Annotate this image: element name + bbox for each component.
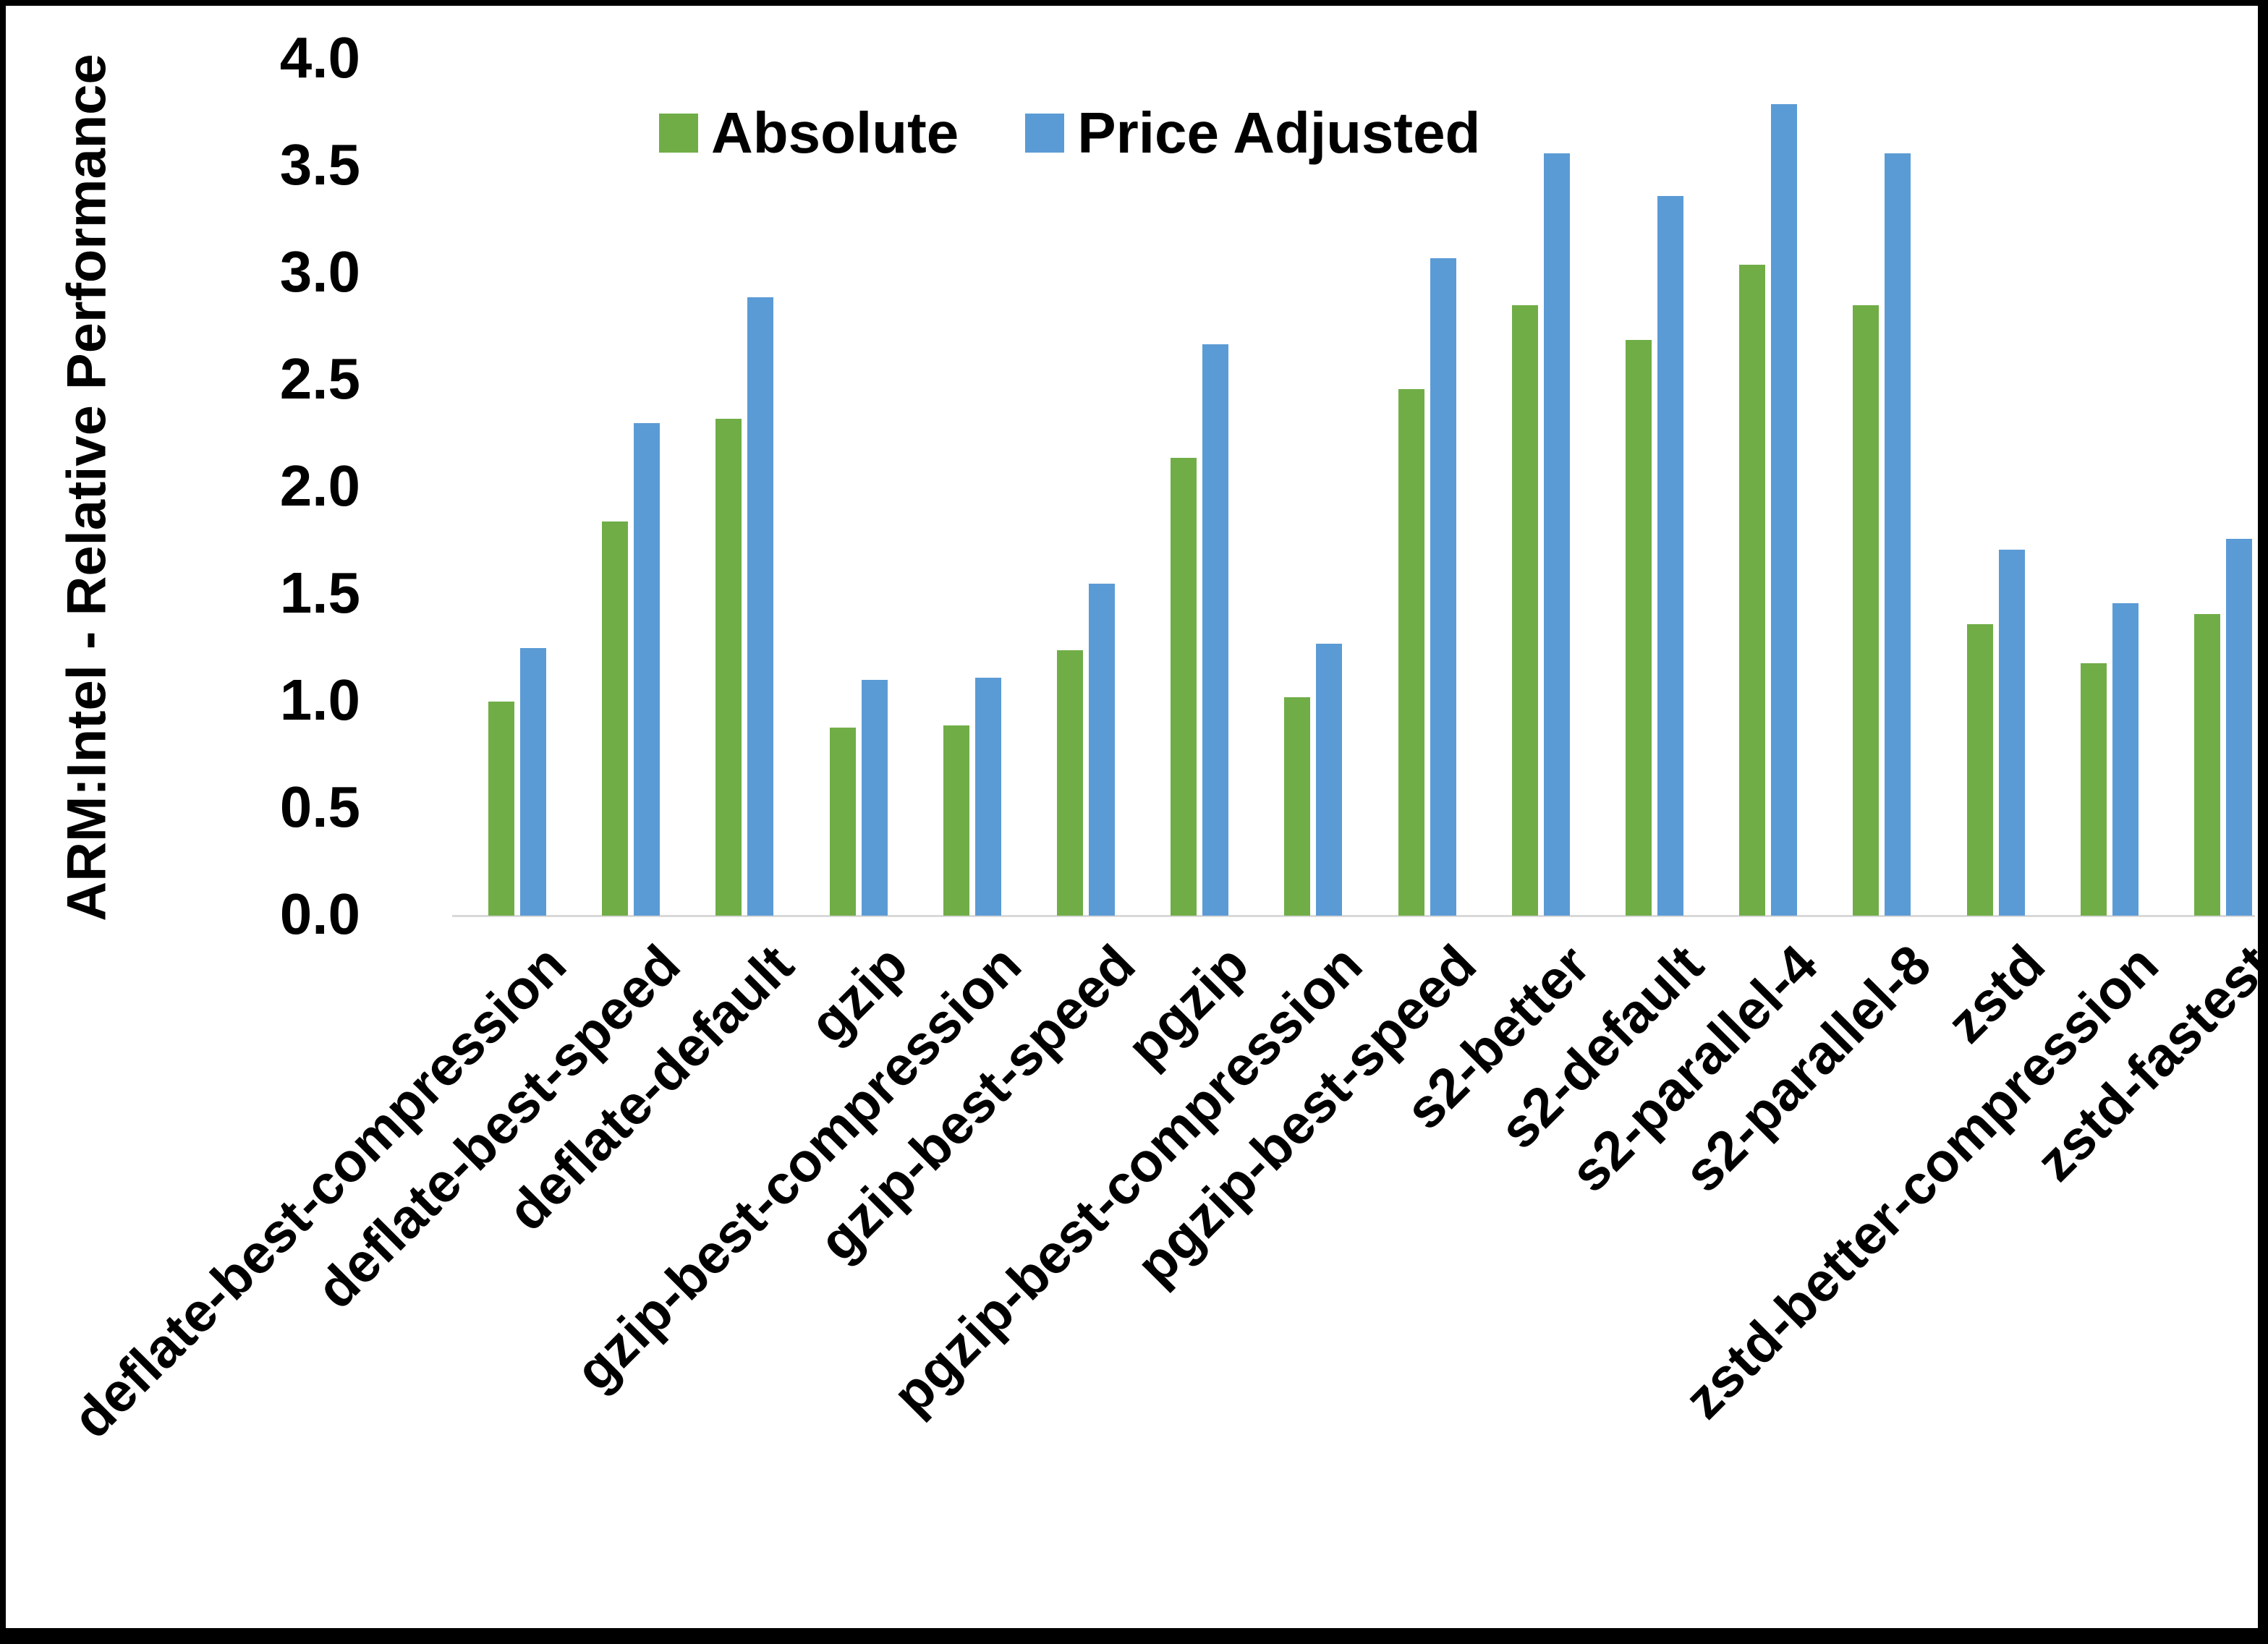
x-category-label-deflate-best-compression: deflate-best-compression bbox=[61, 933, 578, 1450]
bar-absolute-zstd-fastest bbox=[2194, 614, 2220, 916]
y-tick-label-2.5: 2.5 bbox=[279, 346, 360, 412]
bar-price-adjusted-zstd bbox=[1999, 550, 2025, 916]
bar-absolute-deflate-best-speed bbox=[602, 521, 628, 916]
legend-label-price-adjusted: Price Adjusted bbox=[1077, 101, 1481, 165]
bar-absolute-zstd-better-compression bbox=[2081, 663, 2107, 916]
bar-price-adjusted-pgzip-best-compression bbox=[1316, 644, 1342, 916]
bar-absolute-s2-parallel-4 bbox=[1739, 265, 1765, 916]
bar-price-adjusted-gzip bbox=[862, 680, 888, 916]
bar-absolute-deflate-best-compression bbox=[488, 702, 514, 916]
bar-price-adjusted-s2-parallel-8 bbox=[1885, 153, 1911, 916]
bar-price-adjusted-s2-default bbox=[1657, 196, 1683, 916]
bar-absolute-deflate-default bbox=[715, 419, 742, 916]
bar-absolute-s2-parallel-8 bbox=[1853, 305, 1879, 916]
bar-price-adjusted-s2-better bbox=[1544, 153, 1570, 916]
bar-chart: ARM:Intel - Relative Performance 4.0 3.5 3… bbox=[6, 6, 2268, 1628]
bar-absolute-pgzip-best-compression bbox=[1284, 697, 1310, 916]
y-tick-label-3.5: 3.5 bbox=[279, 132, 360, 197]
bar-price-adjusted-zstd-fastest bbox=[2226, 539, 2252, 916]
bar-absolute-gzip-best-compression bbox=[943, 725, 969, 916]
y-tick-label-3.0: 3.0 bbox=[279, 239, 360, 304]
y-tick-label-0.5: 0.5 bbox=[279, 775, 360, 840]
y-tick-label-4.0: 4.0 bbox=[279, 25, 360, 90]
bar-price-adjusted-zstd-better-compression bbox=[2112, 603, 2139, 916]
bar-absolute-pgzip bbox=[1171, 458, 1197, 916]
bar-price-adjusted-deflate-best-speed bbox=[634, 423, 660, 916]
bar-price-adjusted-pgzip bbox=[1202, 344, 1228, 916]
bar-absolute-pgzip-best-speed bbox=[1398, 389, 1424, 916]
bar-price-adjusted-deflate-best-compression bbox=[520, 648, 546, 916]
legend-item-price-adjusted: Price Adjusted bbox=[1025, 100, 1480, 166]
bar-absolute-gzip-best-speed bbox=[1057, 650, 1083, 916]
bar-absolute-s2-default bbox=[1626, 340, 1652, 916]
x-axis-line bbox=[452, 915, 2255, 917]
bar-price-adjusted-gzip-best-compression bbox=[975, 678, 1001, 916]
y-tick-label-1.0: 1.0 bbox=[279, 668, 360, 733]
y-tick-label-2.0: 2.0 bbox=[279, 453, 360, 519]
bar-price-adjusted-gzip-best-speed bbox=[1089, 584, 1115, 916]
bar-price-adjusted-deflate-default bbox=[747, 297, 773, 916]
bar-absolute-s2-better bbox=[1512, 305, 1538, 916]
legend-item-absolute: Absolute bbox=[659, 100, 959, 166]
y-tick-label-1.5: 1.5 bbox=[279, 561, 360, 626]
legend-swatch-price-adjusted bbox=[1025, 114, 1065, 153]
bar-absolute-zstd bbox=[1967, 624, 1993, 916]
y-axis-title: ARM:Intel - Relative Performance bbox=[56, 54, 118, 921]
bar-price-adjusted-pgzip-best-speed bbox=[1430, 258, 1456, 916]
y-tick-label-0.0: 0.0 bbox=[279, 882, 360, 947]
bar-price-adjusted-s2-parallel-4 bbox=[1771, 104, 1797, 916]
bar-absolute-gzip bbox=[830, 728, 856, 916]
legend-swatch-absolute bbox=[659, 114, 698, 153]
legend-label-absolute: Absolute bbox=[711, 101, 959, 165]
legend: Absolute Price Adjusted bbox=[659, 100, 1480, 166]
